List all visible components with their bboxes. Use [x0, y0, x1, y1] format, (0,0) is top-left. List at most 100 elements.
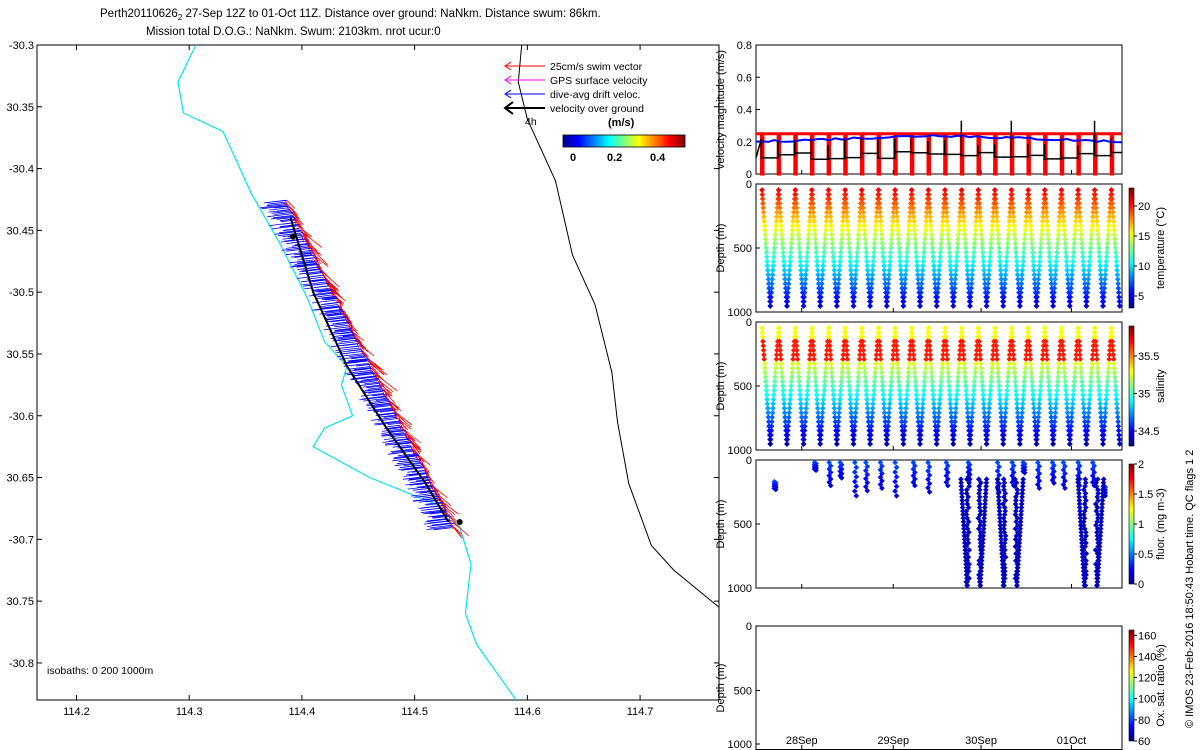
- colorbar-label: temperature (°C): [1155, 207, 1167, 289]
- time-tick-label: 01Oct: [1057, 735, 1086, 747]
- colorbar-tick-label: 120: [1138, 673, 1156, 685]
- svg-text:25cm/s swim vector: 25cm/s swim vector: [550, 61, 643, 73]
- header-line1: Perth201106262 27-Sep 12Z to 01-Oct 11Z.…: [100, 8, 601, 22]
- map-xtick-label: 114.3: [176, 706, 203, 718]
- time-tick-label: 28Sep: [786, 735, 818, 747]
- panel-ytick-label: 500: [734, 243, 752, 255]
- isobath-200-line: [177, 45, 517, 700]
- map-xtick-label: 114.5: [401, 706, 428, 718]
- map-ytick-label: 30.75: [6, 596, 34, 608]
- colorbar-tick-label: 35: [1138, 389, 1150, 401]
- panel-ytick-label: 500: [734, 519, 752, 531]
- isobath-label: isobaths: 0 200 1000m: [47, 665, 153, 677]
- panel-ylabel: Depth (m): [715, 500, 727, 549]
- map-axes: [36, 44, 720, 701]
- colorbar-tick-label: 2: [1138, 459, 1144, 471]
- colorbar-tick-label: 20: [1138, 201, 1150, 213]
- panel-colorbar: 2 1.5 1 0.5 0 fluor. (mg m-3): [1128, 459, 1167, 591]
- panel-ytick-label: 0: [746, 169, 752, 181]
- colorbar-tick-label: 5: [1138, 291, 1144, 303]
- colorbar-label: salinity: [1155, 369, 1167, 403]
- map-panel: 114.2 114.3 114.4 114.5 114.6 114.7 -30.3 30.35…: [6, 40, 720, 718]
- panel-ytick-label: 1000: [728, 445, 752, 457]
- panel-colorbar: 35.5 35 34.5 salinity: [1128, 325, 1167, 447]
- track-start-marker: [289, 233, 296, 240]
- map-ytick-label: -30.6: [9, 411, 34, 423]
- fluor-points: [771, 459, 1109, 589]
- map-legend: 25cm/s swim vector GPS surface velocity …: [503, 61, 686, 164]
- map-ytick-label: 30.45: [6, 225, 34, 237]
- colorbar-tick-label: 80: [1138, 715, 1150, 727]
- map-ytick-label: 30.65: [6, 473, 34, 485]
- map-xtick-label: 114.2: [63, 706, 90, 718]
- panel-5: 0 500 1000 Depth (m) 160 140 120 100 80 60 Ox. sat…: [715, 621, 1167, 750]
- colorbar-tick-label: 1.5: [1138, 489, 1153, 501]
- swim-vectors: [285, 200, 469, 539]
- panel-axes: [755, 625, 1123, 750]
- colorbar-tick-2: 0.4: [650, 152, 666, 164]
- colorbar-label: fluor. (mg m-3): [1155, 488, 1167, 560]
- svg-text:GPS surface velocity: GPS surface velocity: [550, 75, 648, 87]
- colorbar-title: (m/s): [608, 117, 635, 129]
- panel-ytick-label: 500: [734, 686, 752, 698]
- panel-colorbar: 160 140 120 100 80 60 Ox. sat. ratio (%): [1128, 629, 1167, 748]
- panel-4: 0 500 1000 Depth (m) 2 1.5 1 0.5 0 fluor. (mg m-3…: [715, 455, 1167, 595]
- legend-item-swim: 25cm/s swim vector: [504, 61, 643, 73]
- swim-speed-line: [756, 132, 1122, 176]
- panel-ylabel: Depth (m): [715, 362, 727, 411]
- panel-ytick-label: 0: [746, 317, 752, 329]
- colorbar-tick-label: 140: [1138, 651, 1156, 663]
- panel-ytick-label: 0.2: [737, 137, 752, 149]
- legend-item-gps: GPS surface velocity: [504, 75, 648, 87]
- colorbar-tick-label: 15: [1138, 231, 1150, 243]
- map-xtick-label: 114.7: [627, 706, 654, 718]
- panel-ylabel: velocity magnitude (m/s): [715, 50, 727, 169]
- panel-ytick-label: 500: [734, 381, 752, 393]
- map-xtick-label: 114.6: [514, 706, 541, 718]
- track-end-marker: [456, 519, 463, 526]
- dive-profile-points: [759, 187, 1123, 309]
- colorbar-label: Ox. sat. ratio (%): [1155, 644, 1167, 727]
- legend-time-label: 4h: [525, 116, 537, 128]
- header-line2: Mission total D.O.G.: NaNkm. Swum: 2103k…: [146, 26, 441, 38]
- map-ytick-label: -30.3: [9, 40, 34, 52]
- colorbar-tick-label: 0: [1138, 579, 1144, 591]
- panel-ytick-label: 0.8: [737, 40, 752, 52]
- panel-ytick-label: 0: [746, 179, 752, 191]
- colorbar-tick-label: 100: [1138, 694, 1156, 706]
- map-ytick-label: -30.8: [9, 658, 34, 670]
- side-credit: © IMOS 23-Feb-2016 18:50:43 Hobart time.…: [1184, 450, 1196, 728]
- panel-ytick-label: 0.4: [737, 105, 752, 117]
- map-xtick-label: 114.4: [289, 706, 316, 718]
- map-ytick-label: -30.5: [9, 287, 34, 299]
- svg-text:dive-avg drift veloc.: dive-avg drift veloc.: [550, 89, 640, 101]
- colorbar-tick-label: 0.5: [1138, 549, 1153, 561]
- swim-vector-paths: [285, 200, 469, 539]
- panel-ytick-label: 0: [746, 621, 752, 633]
- panel-ytick-label: 1000: [728, 739, 752, 750]
- panel-colorbar: 20 15 10 5 temperature (°C): [1128, 187, 1167, 309]
- colorbar-tick-label: 34.5: [1138, 426, 1159, 438]
- colorbar-tick-label: 35.5: [1138, 351, 1159, 363]
- glider-track: [289, 217, 450, 523]
- map-ticks: 114.2 114.3 114.4 114.5 114.6 114.7 -30.3 30.35…: [6, 40, 719, 718]
- map-ytick-label: -30.7: [9, 534, 34, 546]
- panel-ytick-label: 1000: [728, 583, 752, 595]
- panel-3: 0 500 1000 Depth (m) 35.5 35 34.5 salinity: [715, 317, 1167, 457]
- svg-text:velocity over ground: velocity over ground: [550, 103, 644, 115]
- colorbar-tick-label: 60: [1138, 736, 1150, 748]
- colorbar-tick-label: 1: [1138, 519, 1144, 531]
- panel-ylabel: Depth (m): [715, 664, 727, 713]
- panel-1: 0 0.2 0.4 0.6 0.8 velocity magnitude (m/s): [715, 40, 1123, 181]
- colorbar-tick-label: 160: [1138, 630, 1156, 642]
- panel-ytick-label: 0: [746, 455, 752, 467]
- panel-axes: [755, 459, 1123, 589]
- ground-speed-line: [755, 120, 1122, 160]
- panel-2: 0 500 1000 Depth (m) 20 15 10 5 temperature (°C): [715, 179, 1167, 319]
- colorbar-tick-label: 10: [1138, 261, 1150, 273]
- speed-colorbar: [562, 134, 686, 148]
- colorbar-tick-1: 0.2: [607, 152, 622, 164]
- map-ytick-label: 30.55: [6, 349, 34, 361]
